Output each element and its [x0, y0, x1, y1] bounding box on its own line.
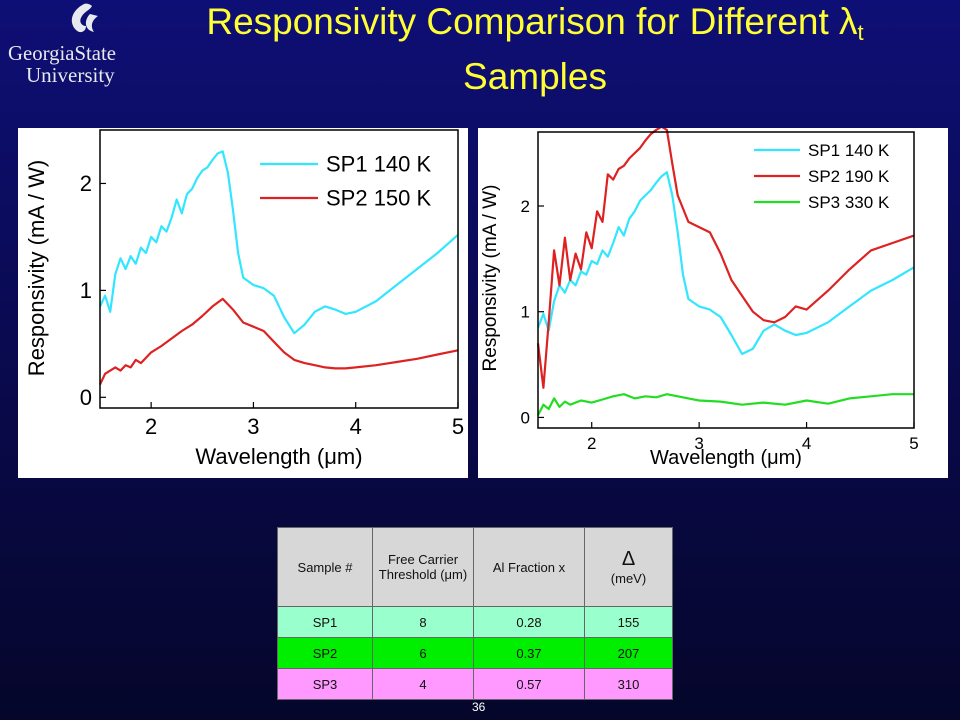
series-line-1	[536, 171, 915, 356]
series-line-2	[99, 297, 459, 385]
chart-right-svg: 2 3 4 5 0 1 2 Wavelength (μm) Responsivity (mA…	[480, 128, 919, 469]
cell-threshold: 6	[372, 637, 474, 669]
delta-symbol: Δ	[621, 548, 636, 570]
plot-frame	[99, 129, 459, 409]
delta-unit: (meV)	[610, 571, 647, 586]
legend-label-2: SP2 190 K	[808, 167, 890, 186]
y-axis-title: Responsivity (mA / W)	[480, 185, 501, 372]
logo-line2: University	[26, 63, 115, 87]
y-tick-label: 0	[80, 385, 92, 410]
y-tick-label: 2	[80, 171, 92, 196]
legend-label-3: SP3 330 K	[808, 193, 890, 212]
cell-threshold: 4	[372, 668, 474, 700]
title-subscript: t	[857, 20, 864, 45]
cell-delta: 207	[584, 637, 673, 669]
table-header-row: Sample # Free Carrier Threshold (μm) Al …	[277, 527, 673, 607]
header-al-fraction: Al Fraction x	[473, 527, 585, 607]
cell-delta: 310	[584, 668, 673, 700]
plot-frame	[537, 131, 915, 429]
x-tick-label: 2	[587, 434, 596, 453]
x-tick-label: 2	[145, 414, 157, 439]
chart-left: 2 3 4 5 0 1 2 Wavelength (μm) Responsivity (mA…	[18, 128, 468, 478]
x-tick-label: 5	[452, 414, 464, 439]
x-axis-title: Wavelength (μm)	[195, 444, 362, 469]
x-tick-label: 5	[909, 434, 918, 453]
flame-icon	[71, 3, 92, 33]
logo-line1: GeorgiaState	[8, 41, 116, 65]
cell-delta: 155	[584, 606, 673, 638]
cell-sample: SP2	[277, 637, 373, 669]
chart-right: 2 3 4 5 0 1 2 Wavelength (μm) Responsivity (mA…	[478, 128, 948, 478]
legend-label-1: SP1 140 K	[326, 152, 432, 177]
y-tick-label: 2	[521, 197, 530, 216]
sample-table: Sample # Free Carrier Threshold (μm) Al …	[277, 527, 673, 700]
table-row: SP2 6 0.37 207	[277, 637, 673, 669]
chart-left-svg: 2 3 4 5 0 1 2 Wavelength (μm) Responsivity (mA…	[24, 129, 464, 469]
header-threshold: Free Carrier Threshold (μm)	[372, 527, 474, 607]
x-tick-label: 4	[350, 414, 362, 439]
cell-threshold: 8	[372, 606, 474, 638]
title-line2: Samples	[463, 56, 607, 97]
title-main: Responsivity Comparison for Different λ	[206, 1, 858, 42]
table-row: SP3 4 0.57 310	[277, 668, 673, 700]
y-tick-label: 1	[521, 303, 530, 322]
table-row: SP1 8 0.28 155	[277, 606, 673, 638]
x-axis-title: Wavelength (μm)	[650, 447, 802, 469]
header-delta: Δ (meV)	[584, 527, 673, 607]
cell-al: 0.28	[473, 606, 585, 638]
series-line-3	[537, 393, 914, 416]
x-tick-label: 3	[694, 434, 703, 453]
x-tick-label: 3	[247, 414, 259, 439]
cell-al: 0.37	[473, 637, 585, 669]
gsu-logo: GeorgiaState University	[8, 3, 116, 87]
slide-title: Responsivity Comparison for Different λt…	[120, 0, 950, 99]
legend-label-1: SP1 140 K	[808, 141, 890, 160]
y-axis-title: Responsivity (mA / W)	[24, 160, 49, 376]
y-tick-label: 0	[521, 408, 530, 427]
header-sample: Sample #	[277, 527, 373, 607]
y-tick-label: 1	[80, 278, 92, 303]
page-number: 36	[472, 700, 486, 714]
cell-sample: SP3	[277, 668, 373, 700]
x-tick-label: 4	[802, 434, 811, 453]
series-line-1	[99, 150, 459, 335]
cell-sample: SP1	[277, 606, 373, 638]
legend-label-2: SP2 150 K	[326, 186, 432, 211]
cell-al: 0.57	[473, 668, 585, 700]
